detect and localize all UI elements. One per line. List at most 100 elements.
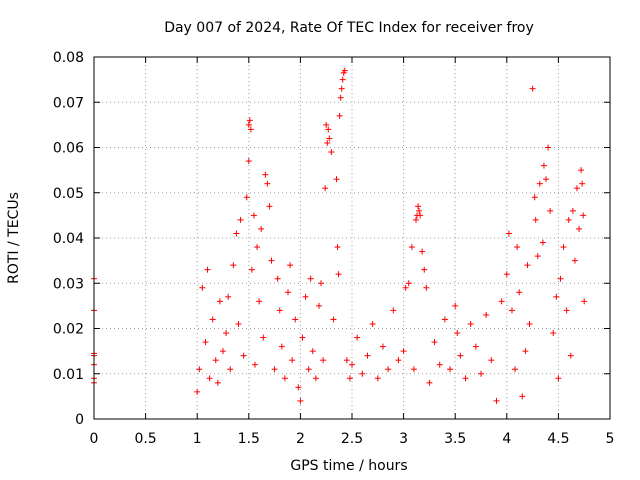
data-point xyxy=(299,334,306,341)
data-point xyxy=(339,76,346,83)
data-point xyxy=(536,180,543,187)
y-tick-label: 0.08 xyxy=(53,50,84,66)
data-point xyxy=(220,348,226,355)
data-point xyxy=(415,203,422,210)
data-point xyxy=(336,112,343,119)
x-tick-label: 5 xyxy=(606,431,615,447)
data-point xyxy=(243,194,250,201)
data-point xyxy=(488,357,495,364)
data-point xyxy=(573,185,580,192)
data-point xyxy=(343,357,350,364)
data-point xyxy=(264,180,271,187)
data-point xyxy=(417,212,424,219)
data-point xyxy=(230,262,237,269)
data-point xyxy=(478,370,484,377)
data-point xyxy=(524,262,531,269)
data-point xyxy=(374,375,381,382)
data-points xyxy=(91,67,588,404)
data-point xyxy=(508,307,515,314)
data-point xyxy=(529,85,536,92)
x-axis-label: GPS time / hours xyxy=(290,458,407,474)
data-point xyxy=(320,357,327,364)
data-point xyxy=(323,121,330,128)
data-point xyxy=(295,384,302,391)
data-point xyxy=(254,244,261,251)
data-point xyxy=(289,357,296,364)
data-point xyxy=(297,397,304,404)
data-point xyxy=(325,126,332,133)
data-point xyxy=(326,135,333,142)
data-point xyxy=(364,352,371,359)
data-point xyxy=(268,257,275,264)
data-point xyxy=(416,207,423,214)
x-tick-label: 2 xyxy=(296,431,305,447)
data-point xyxy=(354,334,361,341)
data-point xyxy=(216,298,223,305)
data-point xyxy=(569,207,576,214)
data-point xyxy=(312,375,319,382)
data-point xyxy=(580,212,587,219)
data-point xyxy=(505,230,512,237)
data-point xyxy=(493,397,500,404)
x-tick-label: 1.5 xyxy=(238,431,260,447)
data-point xyxy=(532,216,539,223)
y-tick-label: 0.03 xyxy=(53,276,84,292)
x-tick-label: 3 xyxy=(399,431,408,447)
data-point xyxy=(337,94,344,101)
data-point xyxy=(307,275,314,282)
data-point xyxy=(447,366,454,373)
data-point xyxy=(256,298,263,305)
data-point xyxy=(271,366,278,373)
data-point xyxy=(547,207,554,214)
data-point xyxy=(281,375,288,382)
data-point xyxy=(209,316,216,323)
x-axis-ticks: 0 0.5 1 1.5 2 2.5 3 3.5 4 4.5 5 xyxy=(90,57,615,447)
data-point xyxy=(328,149,335,156)
data-point xyxy=(503,271,510,278)
data-point xyxy=(581,298,588,305)
y-tick-label: 0.05 xyxy=(53,186,84,202)
data-point xyxy=(204,266,211,273)
data-point xyxy=(333,176,340,183)
data-point xyxy=(467,320,474,327)
x-tick-label: 4 xyxy=(502,431,511,447)
y-tick-label: 0.01 xyxy=(53,367,84,383)
data-point xyxy=(483,311,490,318)
y-tick-label: 0.02 xyxy=(53,322,84,338)
data-point xyxy=(251,361,258,368)
data-point xyxy=(318,280,325,287)
data-point xyxy=(408,244,415,251)
data-point xyxy=(423,284,430,291)
data-point xyxy=(315,302,322,309)
data-point xyxy=(338,85,345,92)
data-point xyxy=(419,248,426,255)
data-point xyxy=(292,316,299,323)
data-point xyxy=(194,388,201,395)
data-point xyxy=(199,284,206,291)
data-point xyxy=(498,298,505,305)
data-point xyxy=(567,352,574,359)
data-point xyxy=(233,230,240,237)
data-point xyxy=(262,171,269,178)
data-point xyxy=(579,180,586,187)
data-point xyxy=(278,343,285,350)
data-point xyxy=(223,330,230,337)
data-point xyxy=(452,302,459,309)
data-point xyxy=(412,216,419,223)
data-point xyxy=(202,339,209,346)
data-point xyxy=(516,289,523,296)
data-point xyxy=(557,275,564,282)
data-point xyxy=(379,343,386,350)
x-tick-label: 0.5 xyxy=(134,431,156,447)
data-point xyxy=(534,253,541,260)
data-point xyxy=(563,307,570,314)
data-point xyxy=(309,348,316,355)
data-point xyxy=(266,203,273,210)
data-point xyxy=(237,216,244,223)
data-point xyxy=(346,375,353,382)
data-point xyxy=(390,307,397,314)
data-point xyxy=(334,244,341,251)
data-point xyxy=(545,144,552,151)
data-point xyxy=(576,225,583,232)
